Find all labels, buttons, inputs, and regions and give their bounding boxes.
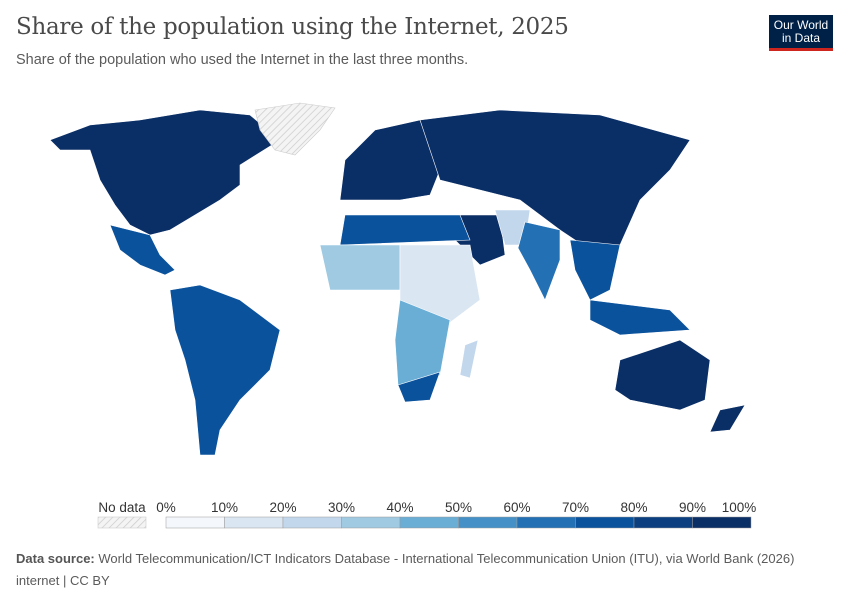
region-indonesia[interactable] [589,299,691,336]
legend-tick-label: 50% [444,500,473,515]
region-new-zealand[interactable] [709,404,746,433]
legend-no-data-label: No data [98,500,146,515]
source-text: World Telecommunication/ICT Indicators D… [98,551,795,566]
region-south-africa[interactable] [397,371,441,403]
legend-bin-8[interactable] [633,516,693,529]
region-north-africa[interactable] [339,214,471,246]
region-greenland[interactable] [254,102,336,156]
legend-tick-label: 30% [327,500,356,515]
legend-tick-label: 0% [156,500,176,515]
legend-bin-6[interactable] [516,516,576,529]
legend-bin-0[interactable] [165,516,225,529]
legend-bin-2[interactable] [282,516,342,529]
legend-tick-label: 10% [210,500,239,515]
legend-bin-1[interactable] [224,516,284,529]
region-madagascar[interactable] [459,339,479,379]
region-north-america[interactable] [49,109,281,236]
legend-bin-7[interactable] [575,516,635,529]
page-title: Share of the population using the Intern… [16,14,569,40]
legend-bin-9[interactable] [692,516,752,529]
chart-slug: internet | CC BY [16,573,110,588]
region-central-america[interactable] [109,224,176,276]
region-south-america[interactable] [169,284,281,456]
legend-no-data-swatch [97,516,147,529]
source-label: Data source: [16,551,95,566]
legend-tick-label: 90% [678,500,707,515]
legend-tick-label: 70% [561,500,590,515]
legend-bin-4[interactable] [399,516,459,529]
legend-bin-5[interactable] [458,516,518,529]
legend-tick-label: 20% [269,500,297,515]
region-south-asia[interactable] [517,221,561,301]
footer: Data source: World Telecommunication/ICT… [16,548,794,592]
legend-tick-label: 40% [386,500,414,515]
legend-tick-label: 100% [721,500,757,515]
region-southeast-asia[interactable] [569,239,621,301]
legend-tick-label: 80% [620,500,648,515]
legend-tick-label: 60% [503,500,531,515]
legend-bin-3[interactable] [341,516,401,529]
page-subtitle: Share of the population who used the Int… [16,52,469,68]
region-australia[interactable] [614,339,711,411]
owid-logo[interactable]: Our World in Data [769,15,833,51]
